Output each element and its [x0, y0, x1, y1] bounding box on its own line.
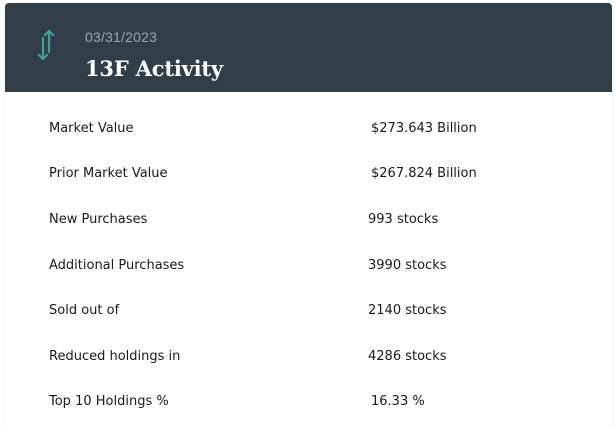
stat-row-market-value: Market Value $273.643 Billion	[5, 114, 612, 144]
arrows-up-down-icon	[37, 29, 55, 61]
card-header: 03/31/2023 13F Activity	[5, 3, 612, 92]
stat-label: Additional Purchases	[49, 258, 185, 273]
stat-row-new-purchases: New Purchases 993 stocks	[5, 205, 612, 235]
stat-row-prior-market-value: Prior Market Value $267.824 Billion	[5, 159, 612, 189]
stat-label: Sold out of	[49, 303, 120, 318]
card-title: 13F Activity	[85, 56, 223, 81]
stat-row-reduced-holdings: Reduced holdings in 4286 stocks	[5, 342, 612, 372]
stat-row-sold-out: Sold out of 2140 stocks	[5, 296, 612, 326]
stat-value: 3990 stocks	[368, 258, 447, 273]
stat-row-top-10-holdings: Top 10 Holdings % 16.33 %	[5, 387, 612, 417]
stat-label: Reduced holdings in	[49, 349, 181, 364]
stat-value: $267.824 Billion	[371, 166, 477, 181]
stat-value: 993 stocks	[368, 212, 439, 227]
stat-label: Top 10 Holdings %	[49, 394, 169, 409]
stat-value: 16.33 %	[371, 394, 425, 409]
report-date: 03/31/2023	[85, 29, 158, 45]
stat-value: 4286 stocks	[368, 349, 447, 364]
stat-value: 2140 stocks	[368, 303, 447, 318]
stat-row-additional-purchases: Additional Purchases 3990 stocks	[5, 251, 612, 281]
stat-label: New Purchases	[49, 212, 148, 227]
activity-card: 03/31/2023 13F Activity Market Value $27…	[5, 3, 612, 427]
stat-label: Market Value	[49, 121, 134, 136]
stat-value: $273.643 Billion	[371, 121, 477, 136]
stat-label: Prior Market Value	[49, 166, 168, 181]
